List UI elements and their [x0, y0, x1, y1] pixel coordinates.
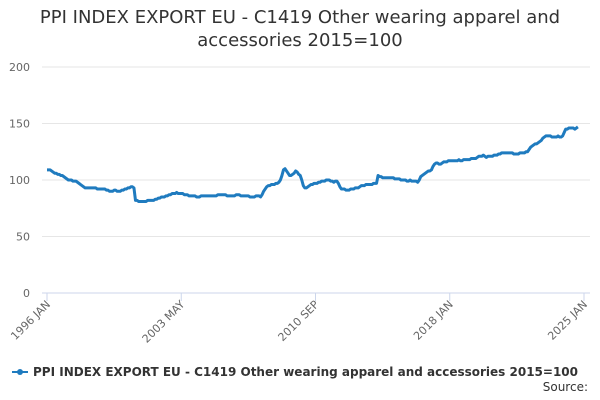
- legend-marker: [17, 369, 23, 375]
- y-tick-label: 200: [9, 61, 30, 74]
- source: Source:: [543, 380, 588, 394]
- y-tick-label: 50: [16, 231, 30, 244]
- x-tick-label: 2025 JAN: [545, 298, 590, 343]
- line-series: [47, 125, 579, 203]
- x-tick-label: 2003 MAY: [140, 298, 188, 346]
- x-tick-label: 2010 SEP: [276, 298, 322, 344]
- legend-label: PPI INDEX EXPORT EU - C1419 Other wearin…: [33, 365, 578, 379]
- y-tick-label: 150: [9, 118, 30, 131]
- y-tick-label: 100: [9, 174, 30, 187]
- y-tick-label: 0: [23, 287, 30, 300]
- chart-title: PPI INDEX EXPORT EU - C1419 Other wearin…: [39, 7, 561, 51]
- x-tick-label: 1996 JAN: [8, 298, 53, 343]
- x-tick-label: 2018 JAN: [411, 298, 456, 343]
